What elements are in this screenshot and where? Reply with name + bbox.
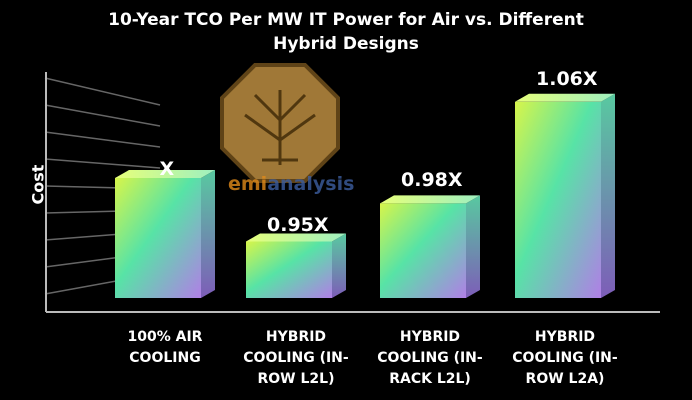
bar-3 [380, 195, 480, 298]
x-tick-label: COOLING (IN- [377, 350, 483, 366]
perspective-line [44, 158, 161, 169]
bar-front [115, 178, 201, 298]
watermark-text: emianalysis [228, 173, 354, 195]
data-label: X [159, 158, 175, 180]
perspective-line [44, 131, 161, 148]
bar-side [332, 233, 346, 298]
bar-1 [115, 170, 215, 298]
bar-front [246, 241, 332, 298]
x-tick-label: RACK L2L) [389, 371, 471, 387]
x-tick-label: ROW L2L) [257, 371, 335, 387]
bar-side [466, 195, 480, 298]
data-label: 0.98X [401, 169, 463, 192]
bar-4 [515, 93, 615, 298]
bar-top [515, 93, 615, 102]
x-tick-label: HYBRID [534, 329, 596, 345]
x-tick-label: COOLING (IN- [243, 350, 349, 366]
perspective-line [44, 104, 161, 127]
data-label: 1.06X [536, 67, 598, 90]
chart-title-line-1: 10-Year TCO Per MW IT Power for Air vs. … [108, 10, 584, 30]
chart-title-line-2: Hybrid Designs [273, 34, 419, 54]
x-tick-label: HYBRID [265, 329, 327, 345]
x-tick-label: ROW L2A) [525, 371, 605, 387]
x-tick-label: HYBRID [399, 329, 461, 345]
perspective-line [44, 77, 161, 106]
watermark-text-prefix: emi [228, 173, 268, 195]
bar-top [246, 233, 346, 242]
x-tick-label: COOLING [129, 350, 201, 366]
data-label: 0.95X [267, 213, 329, 236]
x-tick-label: COOLING (IN- [512, 350, 618, 366]
bar-front [515, 101, 601, 298]
bar-front [380, 203, 466, 298]
watermark-text-suffix: analysis [267, 173, 355, 195]
bar-side [601, 93, 615, 298]
axis-lines [45, 72, 660, 313]
bar-2 [246, 233, 346, 298]
x-tick-label: 100% AIR [127, 329, 203, 345]
bar-side [201, 170, 215, 298]
y-axis-label: Cost [28, 164, 48, 205]
bar-top [380, 195, 480, 204]
watermark-logo [220, 63, 340, 183]
bar-top [115, 170, 215, 178]
bars-group [115, 93, 615, 298]
